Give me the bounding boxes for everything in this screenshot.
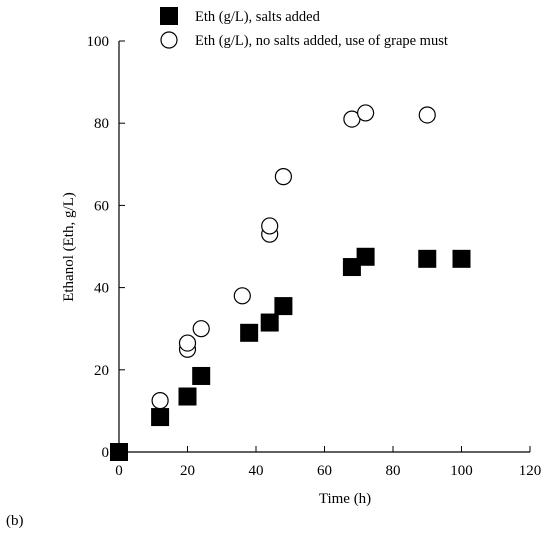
open-circle-point bbox=[151, 392, 169, 410]
x-tick-label: 80 bbox=[386, 463, 401, 479]
x-axis-title: Time (h) bbox=[319, 491, 371, 507]
legend: Eth (g/L), salts added Eth (g/L), no salt… bbox=[160, 7, 448, 49]
open-circle-point bbox=[192, 320, 210, 338]
data-points bbox=[110, 104, 471, 461]
y-tick-label: 40 bbox=[94, 281, 109, 297]
open-circle-point bbox=[233, 287, 251, 305]
series-2 bbox=[151, 104, 436, 410]
y-tick-label: 20 bbox=[94, 363, 109, 379]
open-circle-point bbox=[357, 104, 375, 122]
open-circle-point bbox=[178, 334, 197, 352]
filled-square-point bbox=[110, 443, 128, 461]
filled-square-point bbox=[192, 366, 211, 385]
filled-square-point bbox=[260, 313, 279, 332]
filled-square-point bbox=[274, 297, 293, 316]
filled-square-point bbox=[342, 258, 361, 277]
filled-square-point bbox=[356, 247, 375, 266]
legend-marker-filled-square bbox=[160, 7, 178, 25]
x-tick-label: 100 bbox=[450, 463, 473, 479]
filled-square-point bbox=[178, 387, 197, 406]
y-axis-title: Ethanol (Eth, g/L) bbox=[61, 192, 77, 302]
filled-square-point bbox=[240, 323, 259, 342]
open-circle-point bbox=[418, 106, 436, 124]
x-tick-label: 0 bbox=[115, 463, 123, 479]
filled-square-point bbox=[452, 249, 471, 268]
open-circle-point bbox=[274, 168, 292, 186]
series-1 bbox=[110, 247, 471, 461]
y-tick-label: 0 bbox=[102, 445, 110, 461]
x-tick-label: 40 bbox=[249, 463, 264, 479]
y-tick-label: 80 bbox=[94, 116, 109, 132]
legend-marker-open-circle bbox=[160, 31, 178, 49]
legend-label: Eth (g/L), no salts added, use of grape … bbox=[195, 33, 448, 49]
legend-label: Eth (g/L), salts added bbox=[195, 9, 321, 25]
y-tick-label: 100 bbox=[87, 34, 110, 50]
x-tick-label: 120 bbox=[519, 463, 542, 479]
y-tick-label: 60 bbox=[94, 198, 109, 214]
x-tick-label: 60 bbox=[317, 463, 332, 479]
filled-square-point bbox=[418, 249, 437, 268]
filled-square-point bbox=[151, 408, 170, 427]
panel-label: (b) bbox=[6, 513, 24, 529]
x-tick-label: 20 bbox=[180, 463, 195, 479]
open-circle-point bbox=[261, 217, 279, 235]
axis-ticks: 0 20 40 60 80 100 120 0 20 40 60 80 100 bbox=[87, 34, 542, 479]
